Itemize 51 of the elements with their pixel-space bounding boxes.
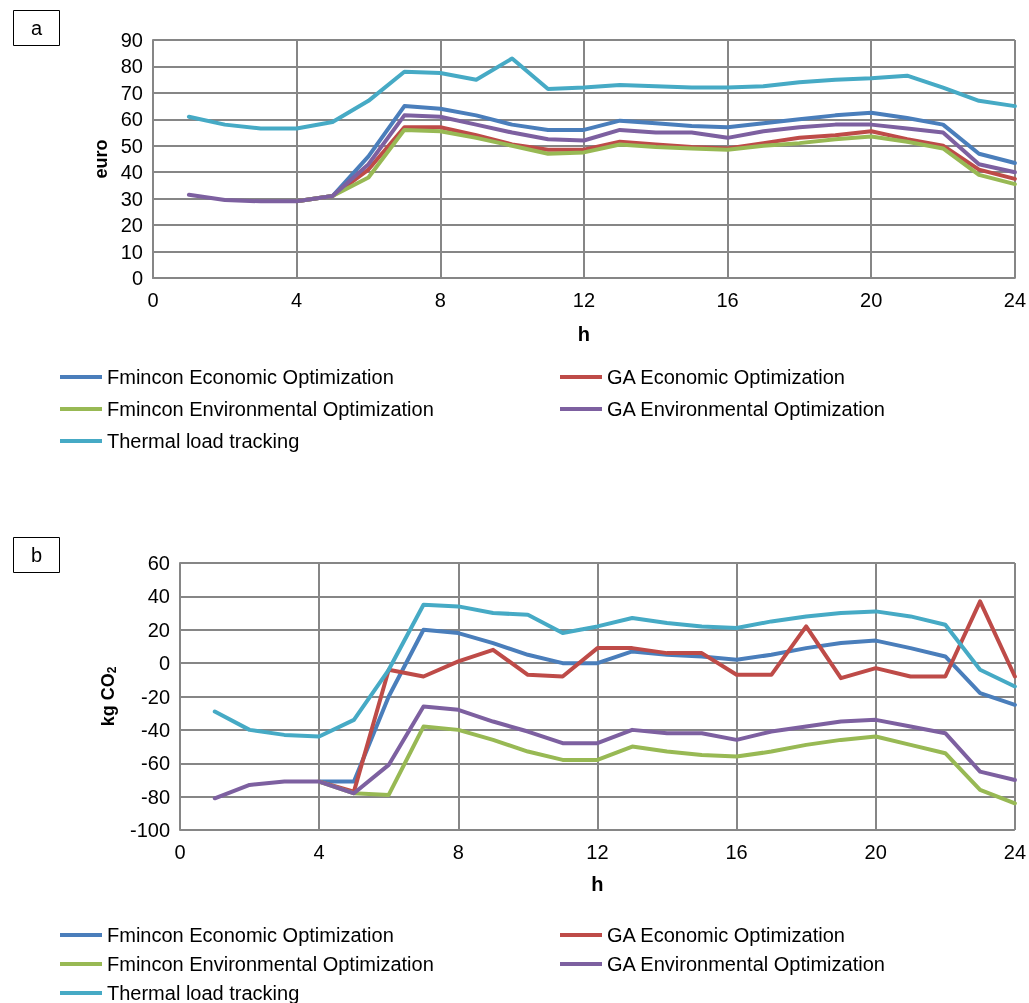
x-tick-label: 12 xyxy=(586,841,609,863)
x-tick-label: 4 xyxy=(313,841,325,863)
y-tick-label: 0 xyxy=(131,267,143,289)
line-series xyxy=(212,704,1017,801)
x-tick-label: 16 xyxy=(725,841,748,863)
x-tick-label: 16 xyxy=(716,289,739,311)
x-axis-title: h xyxy=(591,873,604,895)
y-tick-label: 20 xyxy=(120,214,143,237)
x-tick-label: 8 xyxy=(452,841,464,863)
y-tick-label: 60 xyxy=(147,552,170,574)
legend-label: Fmincon Environmental Optimization xyxy=(107,398,434,420)
line-series xyxy=(186,113,1017,204)
y-tick-label: 50 xyxy=(120,134,143,157)
y-tick-label: 20 xyxy=(147,618,170,641)
y-tick-label: -100 xyxy=(129,819,170,841)
y-tick-label: 80 xyxy=(120,55,143,78)
x-tick-label: 24 xyxy=(1003,289,1026,311)
legend-label: Fmincon Economic Optimization xyxy=(107,366,394,388)
y-tick-label: 0 xyxy=(158,652,170,675)
legend-label: Fmincon Economic Optimization xyxy=(107,924,394,946)
x-tick-label: 0 xyxy=(174,841,186,863)
x-tick-label: 20 xyxy=(864,841,887,863)
y-tick-label: 90 xyxy=(120,29,143,51)
y-tick-label: 40 xyxy=(147,585,170,608)
y-tick-label: 10 xyxy=(120,240,143,263)
legend-label: GA Environmental Optimization xyxy=(607,953,885,975)
legend-label: GA Environmental Optimization xyxy=(607,398,885,420)
y-tick-label: -20 xyxy=(141,685,170,708)
y-tick-label: 70 xyxy=(120,81,143,104)
x-tick-label: 4 xyxy=(291,289,303,311)
x-tick-label: 20 xyxy=(860,289,883,311)
y-tick-label: 30 xyxy=(120,187,143,210)
x-tick-label: 8 xyxy=(434,289,446,311)
y-tick-label: -40 xyxy=(141,718,170,741)
line-series xyxy=(186,56,1017,131)
text: b xyxy=(31,544,43,566)
x-tick-label: 12 xyxy=(572,289,596,311)
y-tick-label: 60 xyxy=(120,108,143,131)
y-axis-title: euro xyxy=(90,139,111,179)
y-tick-label: 40 xyxy=(120,161,143,184)
legend-label: GA Economic Optimization xyxy=(607,366,845,388)
y-tick-label: -60 xyxy=(141,752,170,775)
legend-label: Fmincon Environmental Optimization xyxy=(107,953,434,975)
x-tick-label: 24 xyxy=(1003,841,1026,863)
legend-label: Thermal load tracking xyxy=(107,430,300,452)
legend-label: GA Economic Optimization xyxy=(607,924,845,946)
y-tick-label: -80 xyxy=(141,785,170,808)
x-axis-title: h xyxy=(577,323,591,345)
text: a xyxy=(31,17,43,39)
line-series xyxy=(212,602,1017,739)
y-axis-title: kg CO2 xyxy=(98,666,119,727)
